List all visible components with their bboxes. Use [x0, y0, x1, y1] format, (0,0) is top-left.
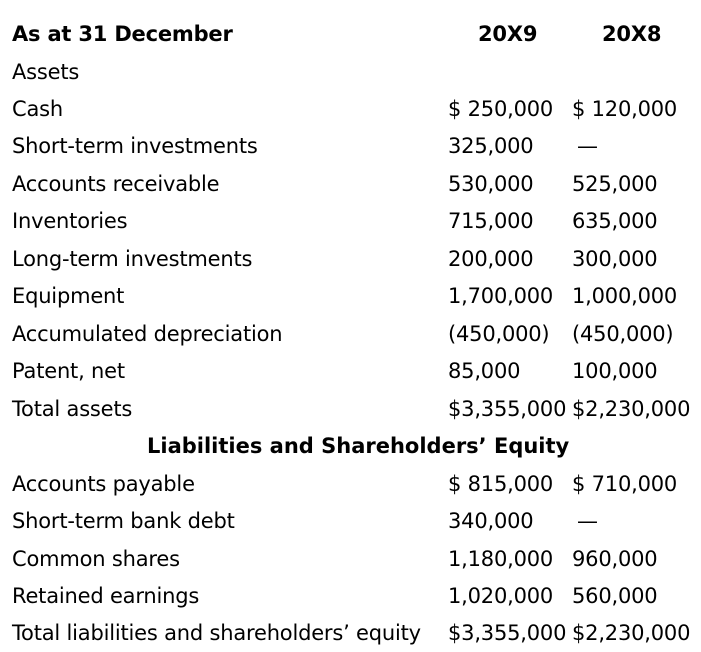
total-assets-row: Total assets $3,355,000 $2,230,000 — [0, 391, 701, 428]
row-label: Cash — [12, 97, 63, 121]
header-col-20x8: 20X8 — [602, 22, 662, 46]
value-20x9: $3,355,000 — [448, 397, 567, 421]
row-label: Accumulated depreciation — [12, 322, 283, 346]
header-col-20x9: 20X9 — [478, 22, 538, 46]
value-20x8: $2,230,000 — [572, 397, 691, 421]
row-label: Total liabilities and shareholders’ equi… — [12, 621, 421, 645]
value-20x8: 1,000,000 — [572, 284, 678, 308]
row-label: Total assets — [12, 397, 133, 421]
table-row: Accounts payable $ 815,000 $ 710,000 — [0, 466, 701, 503]
value-20x8: $2,230,000 — [572, 621, 691, 645]
value-20x9: 340,000 — [448, 509, 534, 533]
value-20x8: 100,000 — [572, 359, 658, 383]
table-row: Short-term bank debt 340,000 — — [0, 503, 701, 540]
value-20x9: 200,000 — [448, 247, 534, 271]
value-20x8: 635,000 — [572, 209, 658, 233]
row-label: Retained earnings — [12, 584, 200, 608]
value-20x9: 1,180,000 — [448, 547, 554, 571]
value-20x8: — — [577, 509, 598, 533]
value-20x8: 560,000 — [572, 584, 658, 608]
value-20x9: $ 250,000 — [448, 97, 554, 121]
header-label: As at 31 December — [12, 22, 233, 46]
row-label: Inventories — [12, 209, 128, 233]
value-20x8: 960,000 — [572, 547, 658, 571]
value-20x8: $ 120,000 — [572, 97, 678, 121]
value-20x8: (450,000) — [572, 322, 674, 346]
table-row: Cash $ 250,000 $ 120,000 — [0, 91, 701, 128]
value-20x9: (450,000) — [448, 322, 550, 346]
row-label: Accounts receivable — [12, 172, 220, 196]
liabilities-title-row: Liabilities and Shareholders’ Equity — [0, 428, 701, 465]
value-20x9: $3,355,000 — [448, 621, 567, 645]
value-20x9: $ 815,000 — [448, 472, 554, 496]
table-row: Accumulated depreciation (450,000) (450,… — [0, 316, 701, 353]
total-liabilities-row: Total liabilities and shareholders’ equi… — [0, 615, 701, 652]
value-20x9: 85,000 — [448, 359, 521, 383]
assets-title-row: Assets — [0, 54, 701, 91]
table-row: Common shares 1,180,000 960,000 — [0, 541, 701, 578]
liabilities-title: Liabilities and Shareholders’ Equity — [147, 434, 570, 458]
row-label: Common shares — [12, 547, 180, 571]
value-20x8: 300,000 — [572, 247, 658, 271]
value-20x9: 1,700,000 — [448, 284, 554, 308]
value-20x9: 1,020,000 — [448, 584, 554, 608]
value-20x8: — — [577, 134, 598, 158]
table-row: Patent, net 85,000 100,000 — [0, 353, 701, 390]
table-row: Inventories 715,000 635,000 — [0, 203, 701, 240]
table-row: Accounts receivable 530,000 525,000 — [0, 166, 701, 203]
table-row: Long-term investments 200,000 300,000 — [0, 241, 701, 278]
value-20x8: $ 710,000 — [572, 472, 678, 496]
assets-title: Assets — [12, 60, 80, 84]
value-20x9: 325,000 — [448, 134, 534, 158]
row-label: Patent, net — [12, 359, 125, 383]
value-20x8: 525,000 — [572, 172, 658, 196]
row-label: Accounts payable — [12, 472, 195, 496]
value-20x9: 715,000 — [448, 209, 534, 233]
row-label: Long-term investments — [12, 247, 253, 271]
table-row: Retained earnings 1,020,000 560,000 — [0, 578, 701, 615]
row-label: Short-term investments — [12, 134, 258, 158]
row-label: Short-term bank debt — [12, 509, 235, 533]
table-row: Equipment 1,700,000 1,000,000 — [0, 278, 701, 315]
table-row: Short-term investments 325,000 — — [0, 128, 701, 165]
row-label: Equipment — [12, 284, 125, 308]
value-20x9: 530,000 — [448, 172, 534, 196]
header-row: As at 31 December 20X9 20X8 — [0, 16, 701, 53]
